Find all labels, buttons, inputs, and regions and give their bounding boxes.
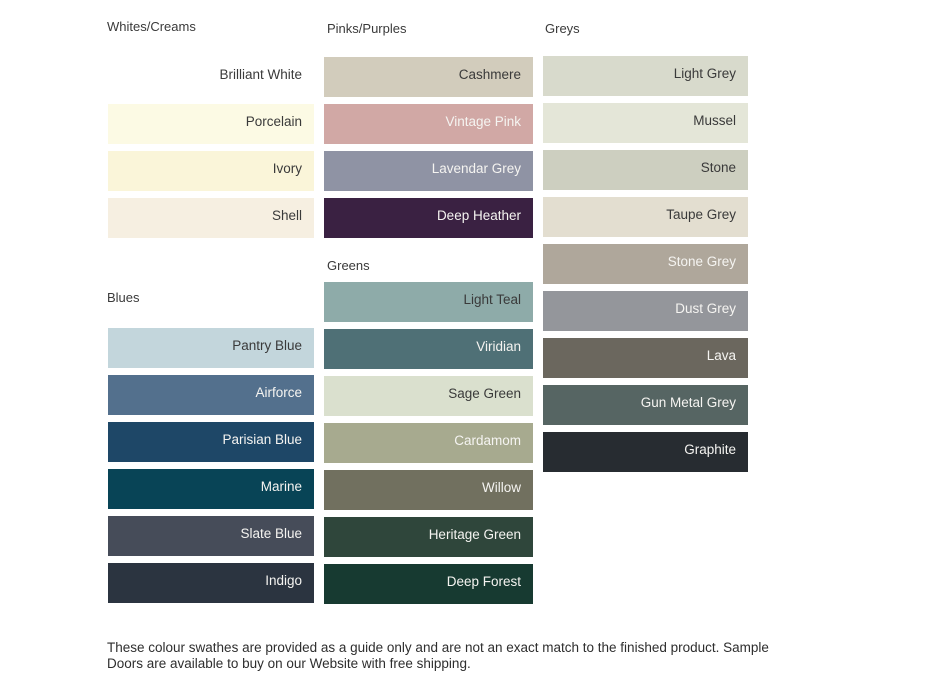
- swatch-lavendar-grey: Lavendar Grey: [324, 151, 533, 191]
- swatch-label: Airforce: [255, 385, 302, 400]
- group-title-pinks-purples: Pinks/Purples: [327, 21, 407, 36]
- swatch-group-blues: Pantry Blue Airforce Parisian Blue Marine Sl…: [108, 328, 314, 610]
- swatch-brilliant-white: Brilliant White: [108, 57, 314, 97]
- swatch-label: Light Grey: [673, 66, 736, 81]
- swatch-deep-heather: Deep Heather: [324, 198, 533, 238]
- swatch-parisian-blue: Parisian Blue: [108, 422, 314, 462]
- swatch-label: Pantry Blue: [232, 338, 302, 353]
- swatch-label: Stone: [700, 160, 736, 175]
- swatch-cashmere: Cashmere: [324, 57, 533, 97]
- swatch-stone-grey: Stone Grey: [543, 244, 748, 284]
- swatch-light-teal: Light Teal: [324, 282, 533, 322]
- swatch-label: Stone Grey: [667, 254, 736, 269]
- swatch-label: Marine: [260, 479, 302, 494]
- swatch-group-greens: Light Teal Viridian Sage Green Cardamom Will…: [324, 282, 533, 611]
- swatch-graphite: Graphite: [543, 432, 748, 472]
- swatch-label: Sage Green: [448, 386, 521, 401]
- swatch-light-grey: Light Grey: [543, 56, 748, 96]
- swatch-stone: Stone: [543, 150, 748, 190]
- swatch-label: Viridian: [476, 339, 521, 354]
- disclaimer-line: These colour swathes are provided as a g…: [107, 640, 769, 655]
- swatch-cardamom: Cardamom: [324, 423, 533, 463]
- swatch-label: Shell: [271, 208, 302, 223]
- swatch-label: Deep Forest: [446, 574, 521, 589]
- swatch-label: Willow: [482, 480, 521, 495]
- swatch-group-greys: Light Grey Mussel Stone Taupe Grey Stone Gre…: [543, 56, 748, 479]
- swatch-label: Ivory: [272, 161, 302, 176]
- disclaimer-note: These colour swathes are provided as a g…: [107, 640, 807, 672]
- swatch-label: Lavendar Grey: [431, 161, 521, 176]
- swatch-heritage-green: Heritage Green: [324, 517, 533, 557]
- swatch-label: Lava: [706, 348, 736, 363]
- swatch-label: Graphite: [684, 442, 736, 457]
- swatch-deep-forest: Deep Forest: [324, 564, 533, 604]
- swatch-label: Light Teal: [463, 292, 521, 307]
- swatch-group-pinks-purples: Cashmere Vintage Pink Lavendar Grey Deep He…: [324, 57, 533, 245]
- swatch-ivory: Ivory: [108, 151, 314, 191]
- swatch-label: Dust Grey: [675, 301, 736, 316]
- swatch-gun-metal-grey: Gun Metal Grey: [543, 385, 748, 425]
- swatch-label: Slate Blue: [240, 526, 302, 541]
- swatch-label: Indigo: [265, 573, 302, 588]
- group-title-whites-creams: Whites/Creams: [107, 19, 196, 34]
- swatch-marine: Marine: [108, 469, 314, 509]
- group-title-blues: Blues: [107, 290, 140, 305]
- swatch-lava: Lava: [543, 338, 748, 378]
- swatch-willow: Willow: [324, 470, 533, 510]
- swatch-vintage-pink: Vintage Pink: [324, 104, 533, 144]
- swatch-label: Mussel: [693, 113, 736, 128]
- swatch-shell: Shell: [108, 198, 314, 238]
- swatch-mussel: Mussel: [543, 103, 748, 143]
- swatch-label: Cashmere: [458, 67, 521, 82]
- swatch-dust-grey: Dust Grey: [543, 291, 748, 331]
- swatch-slate-blue: Slate Blue: [108, 516, 314, 556]
- swatch-label: Cardamom: [454, 433, 521, 448]
- group-title-greys: Greys: [545, 21, 580, 36]
- swatch-label: Deep Heather: [436, 208, 521, 223]
- swatch-label: Taupe Grey: [666, 207, 736, 222]
- swatch-indigo: Indigo: [108, 563, 314, 603]
- swatch-viridian: Viridian: [324, 329, 533, 369]
- swatch-sage-green: Sage Green: [324, 376, 533, 416]
- swatch-label: Porcelain: [245, 114, 302, 129]
- swatch-label: Brilliant White: [219, 67, 302, 82]
- swatch-group-whites-creams: Brilliant White Porcelain Ivory Shell: [108, 57, 314, 245]
- swatch-label: Parisian Blue: [222, 432, 302, 447]
- swatch-airforce: Airforce: [108, 375, 314, 415]
- swatch-label: Heritage Green: [428, 527, 521, 542]
- disclaimer-line: Doors are available to buy on our Websit…: [107, 656, 471, 671]
- swatch-label: Vintage Pink: [445, 114, 521, 129]
- swatch-porcelain: Porcelain: [108, 104, 314, 144]
- group-title-greens: Greens: [327, 258, 370, 273]
- swatch-pantry-blue: Pantry Blue: [108, 328, 314, 368]
- swatch-taupe-grey: Taupe Grey: [543, 197, 748, 237]
- swatch-label: Gun Metal Grey: [640, 395, 736, 410]
